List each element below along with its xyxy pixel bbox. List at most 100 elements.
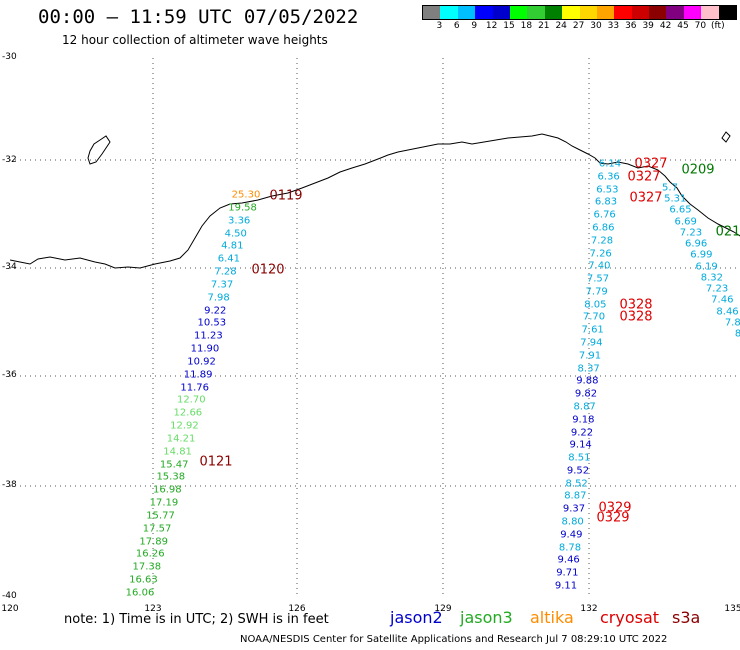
wave-height-label: 8: [734, 328, 740, 340]
lat-label: -40: [2, 591, 17, 601]
wave-height-label: 9.46: [557, 554, 580, 566]
color-scale-label: 18: [520, 21, 533, 31]
wave-height-label: 8.37: [577, 363, 600, 375]
wave-height-label: 9.82: [574, 388, 598, 400]
wave-height-label: 17.19: [149, 497, 179, 509]
wave-height-label: 7.8: [724, 317, 740, 329]
lon-label: 132: [580, 604, 598, 614]
page-title: 00:00 – 11:59 UTC 07/05/2022: [38, 6, 359, 28]
wave-height-label: 15.47: [159, 459, 189, 471]
wave-height-label: 7.94: [580, 337, 603, 349]
pass-time-label: 0121: [199, 454, 233, 470]
wave-height-label: 7.79: [585, 286, 608, 298]
lat-label: -32: [2, 155, 17, 165]
map-area: 25.30 19.58 3.36 4.50 4.81 6.41 7.28 7.37 7.98 9.…: [10, 58, 740, 599]
wave-height-label: 6.76: [593, 209, 616, 221]
wave-height-label: 9.22: [570, 427, 594, 439]
color-scale-label: 45: [677, 21, 689, 31]
color-scale-label: 39: [642, 21, 654, 31]
wave-height-label: 6.83: [594, 196, 618, 208]
color-swatch: [718, 6, 737, 19]
wave-height-label: 7.28: [590, 235, 614, 247]
color-scale-labels: 3 6 9 12 15 18 21 24 27 30 33 36 39 42 45 70 (ft): [422, 21, 740, 33]
color-scale-bar: [422, 5, 738, 20]
island-coast: [721, 131, 731, 143]
wave-height-label: 17.89: [139, 536, 168, 548]
color-scale-label: 12: [485, 21, 498, 31]
wave-height-label: 5.31: [664, 193, 687, 205]
wave-height-label: 10.53: [197, 317, 227, 329]
wave-height-label: 8.51: [568, 452, 591, 464]
color-swatch: [666, 6, 684, 19]
coastline: [10, 133, 740, 269]
wave-height-label: 11.23: [194, 330, 223, 342]
legend-s3a: s3a: [672, 608, 701, 627]
wave-height-label: 12.70: [176, 394, 206, 406]
wave-height-label: 8.46: [716, 306, 739, 318]
wave-height-label: 9.14: [569, 439, 592, 451]
wave-height-label: 14.21: [166, 433, 196, 445]
color-swatch: [457, 6, 476, 19]
color-scale-label: 3: [436, 21, 443, 31]
color-swatch: [423, 6, 441, 19]
wave-height-label: 6.19: [695, 261, 718, 273]
wave-height-label: 9.49: [560, 529, 583, 541]
wave-height-label: 3.36: [228, 215, 251, 227]
wave-height-label: 7.28: [214, 266, 237, 278]
color-scale-label: 6: [453, 21, 460, 31]
pass-time-label: 0328: [619, 297, 653, 313]
pass-time-label: 0329: [598, 500, 632, 516]
wave-height-label: 7.70: [582, 311, 606, 323]
lat-label: -30: [2, 52, 17, 62]
color-scale-label: 30: [590, 21, 602, 31]
wave-height-label: 7.26: [589, 248, 612, 259]
wave-height-label: 14.81: [163, 446, 192, 458]
wave-height-label: 16.26: [135, 548, 165, 560]
wave-height-label: 4.50: [224, 228, 247, 240]
wave-height-label: 8.78: [558, 542, 582, 554]
wave-height-label: 4.81: [221, 240, 244, 252]
legend-jason3: jason3: [460, 608, 513, 627]
wave-height-label: 15.77: [146, 510, 175, 522]
wave-height-label: 6.96: [685, 238, 708, 250]
pass-time-label: 0327: [634, 156, 668, 172]
lat-label: -34: [2, 262, 17, 272]
wave-height-label: 8.52: [565, 478, 588, 490]
wave-height-label: 9.18: [572, 414, 595, 426]
color-scale-label: 36: [625, 21, 637, 31]
wave-height-label: 7.23: [679, 227, 703, 239]
pass-time-label: 0209: [681, 162, 715, 178]
wave-height-label: 17.57: [142, 523, 172, 535]
color-swatch: [701, 6, 719, 19]
wave-height-label: 7.61: [581, 324, 604, 336]
wave-height-label: 16.98: [153, 484, 182, 496]
wave-height-label: 9.52: [566, 465, 590, 477]
credit-line: NOAA/NESDIS Center for Satellite Applica…: [240, 634, 668, 645]
legend-cryosat: cryosat: [600, 608, 660, 627]
page-subtitle: 12 hour collection of altimeter wave hei…: [62, 33, 328, 47]
map-svg: [10, 58, 740, 598]
wave-height-label: 12.66: [173, 407, 203, 419]
pass-time-label: 0329: [596, 510, 630, 526]
color-swatch: [596, 6, 615, 19]
wave-height-label: 25.30: [231, 189, 261, 201]
wave-height-label: 9.71: [556, 567, 579, 579]
wave-height-label: 11.90: [190, 343, 220, 355]
lon-label: 135: [724, 604, 740, 614]
color-swatch: [649, 6, 667, 19]
wave-height-label: 7.40: [588, 260, 611, 272]
legend-altika: altika: [530, 608, 574, 627]
wave-height-label: 9.22: [204, 305, 227, 317]
wave-height-label: 7.37: [210, 279, 234, 291]
wave-height-label: 11.76: [180, 382, 210, 394]
pass-time-label: 0119: [269, 188, 303, 204]
footnote: note: 1) Time is in UTC; 2) SWH is in fe…: [64, 612, 329, 627]
wave-height-label: 10.92: [187, 356, 216, 368]
wave-height-label: 6.69: [674, 216, 697, 228]
color-swatch: [562, 6, 580, 19]
wave-height-label: 7.57: [586, 273, 610, 285]
wave-height-label: 5.7: [662, 182, 678, 194]
color-swatch: [509, 6, 528, 19]
lat-label: -36: [2, 370, 17, 380]
wave-height-label: 11.89: [183, 369, 213, 381]
